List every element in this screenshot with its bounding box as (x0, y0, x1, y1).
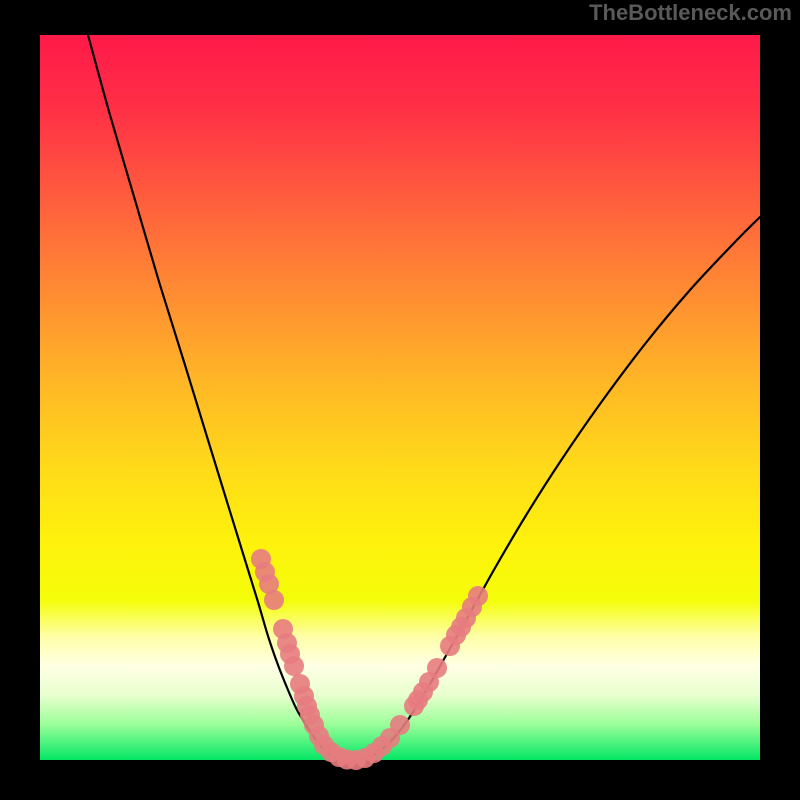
data-point (468, 586, 488, 606)
chart-root: { "watermark": { "text": "TheBottleneck.… (0, 0, 800, 800)
data-point (264, 590, 284, 610)
data-point (390, 715, 410, 735)
bottleneck-curve-chart (0, 0, 800, 800)
data-point (427, 658, 447, 678)
data-point (284, 656, 304, 676)
plot-background (40, 35, 760, 760)
